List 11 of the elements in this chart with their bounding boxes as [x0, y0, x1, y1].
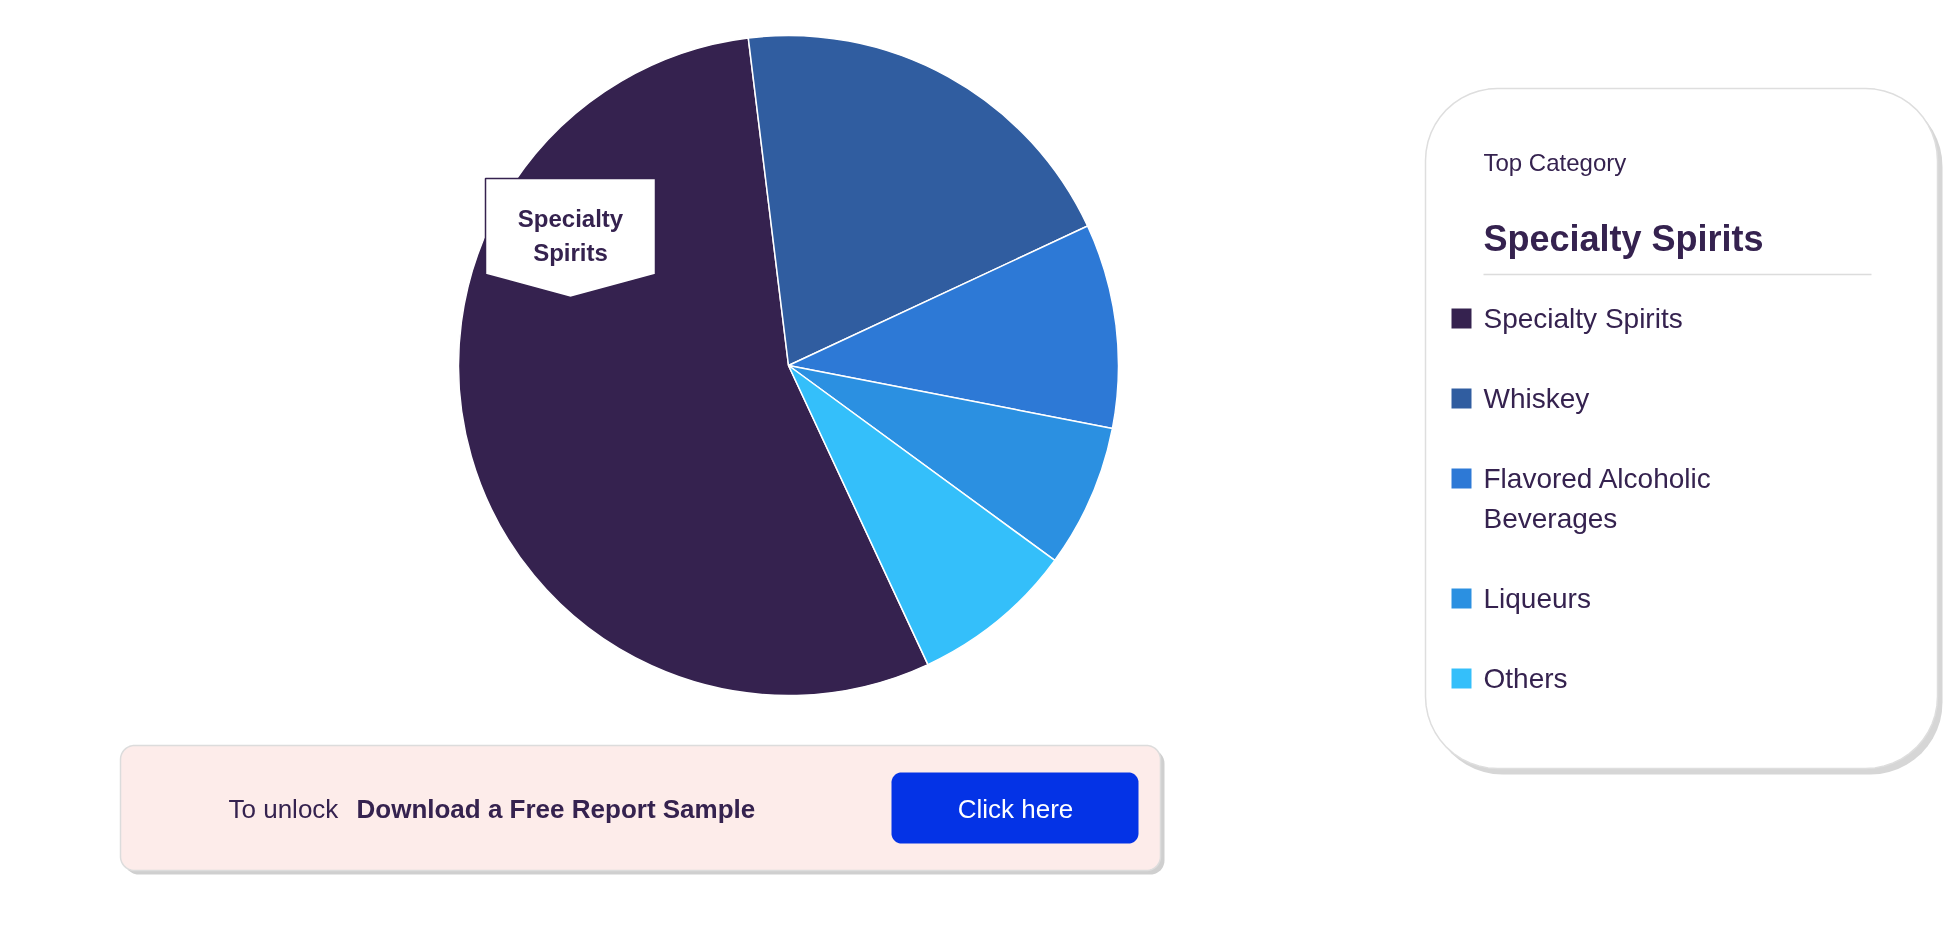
slice-label: Specialty Spirits	[517, 205, 624, 266]
legend-label: Specialty Spirits	[1483, 303, 1683, 334]
text: Click here	[957, 793, 1074, 824]
legend-title: Top Category	[1483, 149, 1627, 176]
legend-label: Liqueurs	[1483, 583, 1591, 614]
text: Specialty Spirits	[1483, 218, 1764, 259]
legend-label: Whiskey	[1483, 383, 1590, 414]
text: Download a Free Report Sample	[356, 793, 756, 824]
legend-label: Others	[1483, 663, 1568, 694]
legend-label: Flavored Alcoholic Beverages	[1483, 463, 1711, 534]
text: To unlock	[228, 793, 340, 824]
